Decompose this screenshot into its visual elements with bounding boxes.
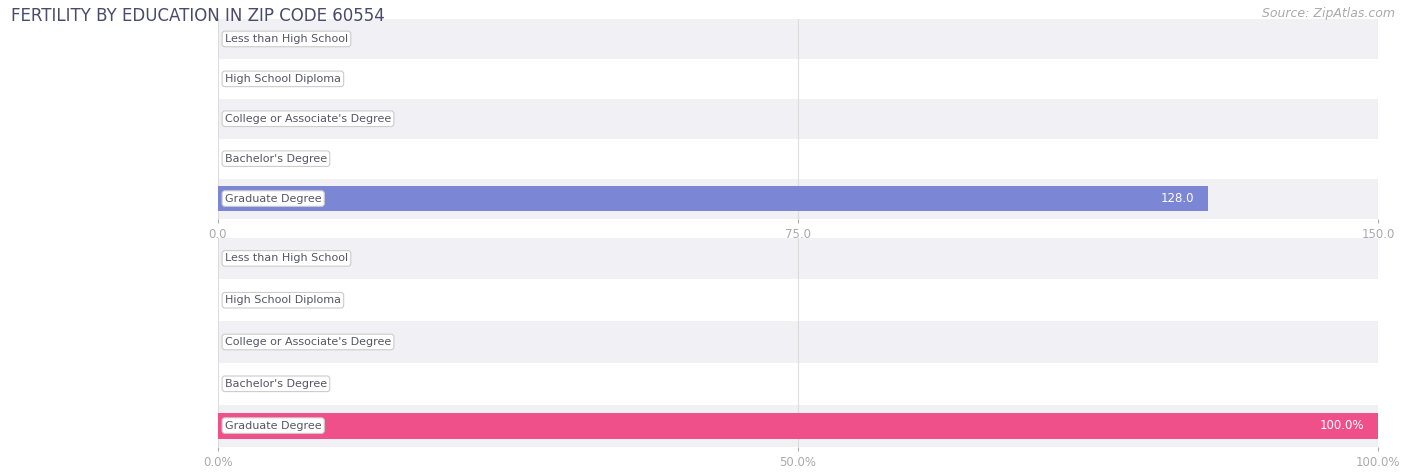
Text: 0.0%: 0.0% [232, 335, 262, 349]
Bar [218, 413, 1378, 438]
Bar [218, 279, 1378, 321]
Text: 0.0%: 0.0% [232, 377, 262, 390]
Text: Bachelor's Degree: Bachelor's Degree [225, 379, 328, 389]
Bar [218, 139, 1378, 179]
Text: High School Diploma: High School Diploma [225, 295, 340, 305]
Text: Less than High School: Less than High School [225, 253, 349, 264]
Bar [218, 238, 1378, 279]
Text: College or Associate's Degree: College or Associate's Degree [225, 337, 391, 347]
Text: 0.0: 0.0 [232, 72, 250, 86]
Text: 0.0: 0.0 [232, 112, 250, 125]
Text: Less than High School: Less than High School [225, 34, 349, 44]
Bar [218, 99, 1378, 139]
Text: 100.0%: 100.0% [1319, 419, 1364, 432]
Text: 0.0: 0.0 [232, 32, 250, 46]
Bar [218, 19, 1378, 59]
Bar [218, 405, 1378, 446]
Text: Bachelor's Degree: Bachelor's Degree [225, 153, 328, 164]
Text: FERTILITY BY EDUCATION IN ZIP CODE 60554: FERTILITY BY EDUCATION IN ZIP CODE 60554 [11, 7, 385, 25]
Bar [218, 363, 1378, 405]
Text: 0.0%: 0.0% [232, 252, 262, 265]
Text: 0.0: 0.0 [232, 152, 250, 165]
Bar [218, 186, 1208, 211]
Text: 128.0: 128.0 [1160, 192, 1194, 205]
Text: Graduate Degree: Graduate Degree [225, 420, 322, 431]
Text: Source: ZipAtlas.com: Source: ZipAtlas.com [1261, 7, 1395, 20]
Text: College or Associate's Degree: College or Associate's Degree [225, 114, 391, 124]
Text: 0.0%: 0.0% [232, 294, 262, 307]
Bar [218, 179, 1378, 218]
Text: High School Diploma: High School Diploma [225, 74, 340, 84]
Bar [218, 59, 1378, 99]
Bar [218, 321, 1378, 363]
Text: Graduate Degree: Graduate Degree [225, 193, 322, 204]
